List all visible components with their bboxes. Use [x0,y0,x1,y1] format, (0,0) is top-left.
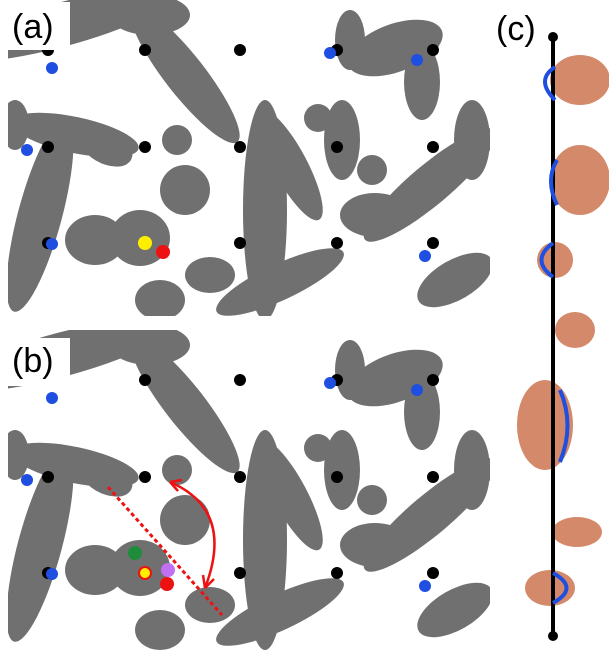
panel-a [0,0,508,328]
panel-label: (b) [12,342,54,380]
panel-label: (a) [12,8,54,46]
panel-b [0,304,508,652]
figure: (a) (b) (c) [0,0,609,652]
panel-c [517,32,609,641]
page: (a) (b) (c) [0,0,609,652]
panel-label: (c) [496,10,536,48]
